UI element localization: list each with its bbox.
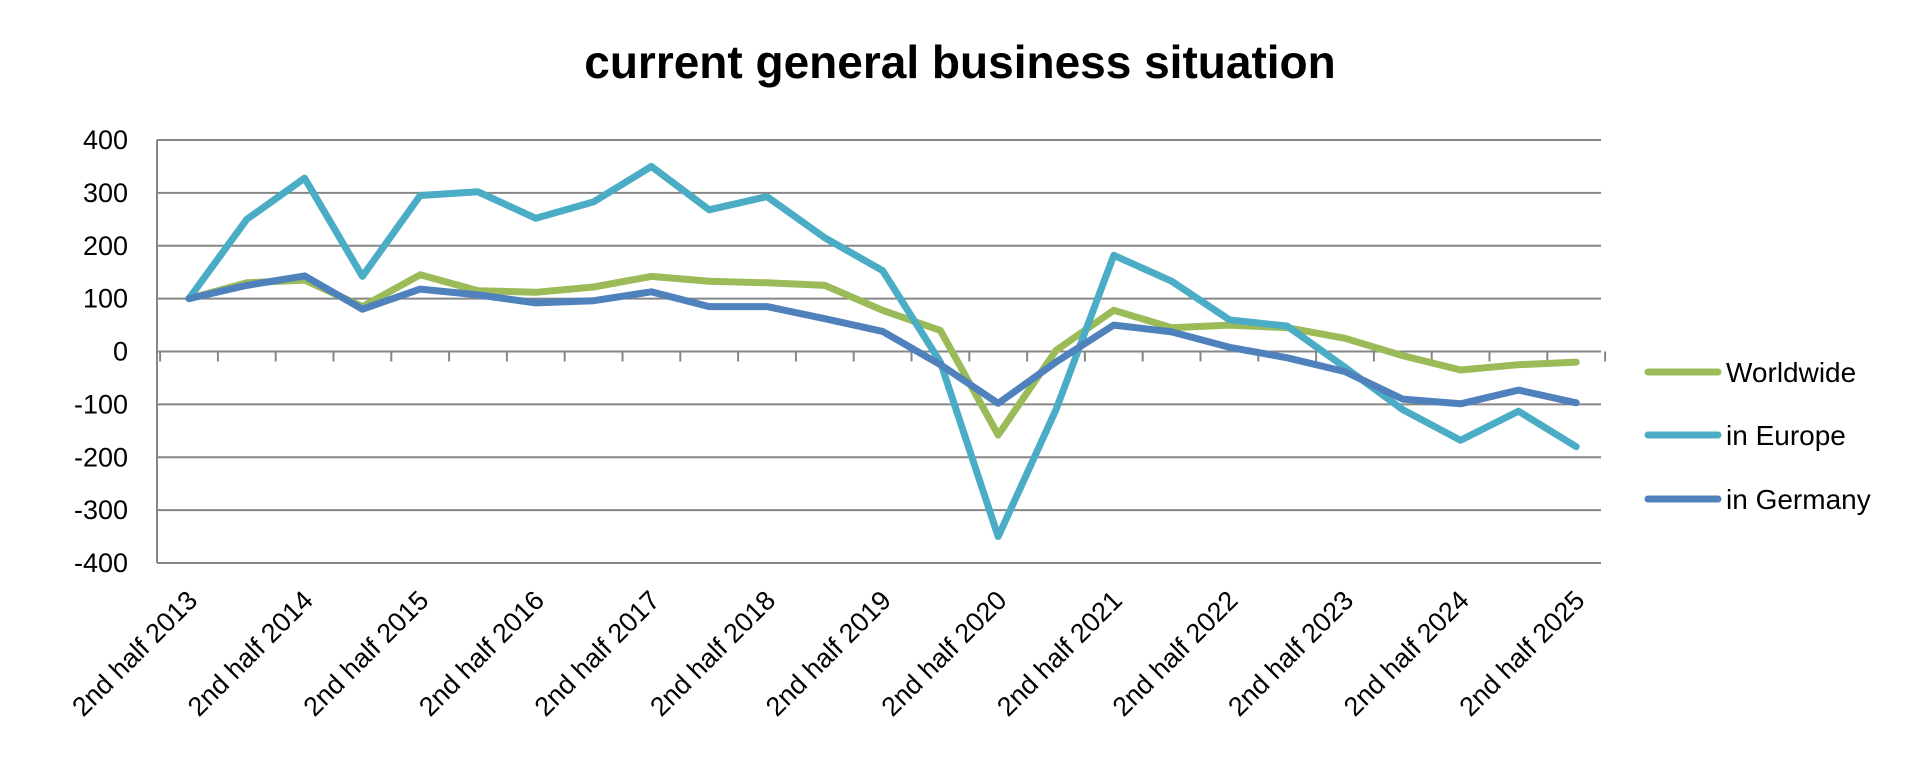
y-tick-label: 400	[83, 125, 128, 155]
series-line-worldwide	[185, 271, 1580, 439]
y-tick-label: 100	[83, 284, 128, 314]
series-lines	[185, 162, 1580, 541]
y-tick-label: -200	[74, 442, 128, 472]
legend-label: in Europe	[1726, 420, 1846, 451]
legend: Worldwide in Europe in Germany	[1644, 357, 1871, 515]
legend-label: Worldwide	[1726, 357, 1856, 388]
y-tick-label: -100	[74, 389, 128, 419]
legend-label: in Germany	[1726, 484, 1871, 515]
y-axis-tick-labels: 400 300 200 100 0 -100 -200 -300 -400	[74, 125, 128, 578]
series-line-in-germany	[185, 272, 1580, 408]
y-tick-label: -300	[74, 495, 128, 525]
y-tick-label: -400	[74, 548, 128, 578]
series-line-in-europe	[185, 162, 1580, 541]
y-tick-label: 0	[113, 337, 128, 367]
y-tick-label: 200	[83, 231, 128, 261]
y-tick-label: 300	[83, 178, 128, 208]
chart-title: current general business situation	[584, 36, 1336, 88]
axes	[156, 140, 1607, 563]
